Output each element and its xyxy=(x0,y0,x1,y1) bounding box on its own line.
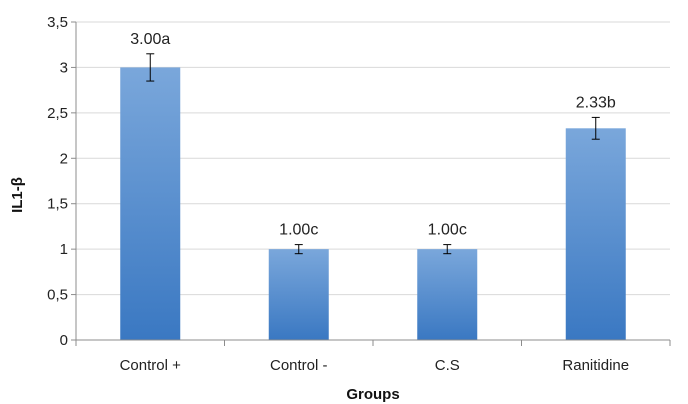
y-tick-label: 0,5 xyxy=(47,287,68,304)
data-label: 1.00c xyxy=(279,222,318,239)
y-tick-label: 2,5 xyxy=(47,105,68,122)
x-tick-label: Control - xyxy=(270,357,328,374)
bar xyxy=(268,249,329,340)
data-label: 1.00c xyxy=(428,222,467,239)
y-tick-label: 2 xyxy=(60,150,68,167)
labels: 0 0,5 1 1,5 2 2,5 3 3,5 3.00a Control + 1.00c Contr… xyxy=(47,14,629,374)
y-tick-label: 1 xyxy=(60,241,68,258)
y-tick-label: 3 xyxy=(60,59,68,76)
bar xyxy=(565,128,626,340)
bar xyxy=(417,249,478,340)
y-tick-label: 3,5 xyxy=(47,14,68,31)
data-label: 3.00a xyxy=(130,31,170,48)
x-tick-label: C.S xyxy=(435,357,460,374)
y-tick-label: 0 xyxy=(60,332,68,349)
error-bar xyxy=(146,53,155,82)
y-axis-title: IL1-β xyxy=(9,177,26,213)
error-bar xyxy=(294,244,303,255)
axes xyxy=(71,21,671,346)
bars xyxy=(120,53,626,340)
bar xyxy=(120,67,181,340)
error-bar xyxy=(591,116,600,140)
x-axis-title: Groups xyxy=(346,386,399,403)
x-tick-label: Control + xyxy=(120,357,182,374)
data-label: 2.33b xyxy=(576,94,616,111)
error-bar xyxy=(443,244,452,255)
y-tick-label: 1,5 xyxy=(47,196,68,213)
x-tick-label: Ranitidine xyxy=(562,357,629,374)
